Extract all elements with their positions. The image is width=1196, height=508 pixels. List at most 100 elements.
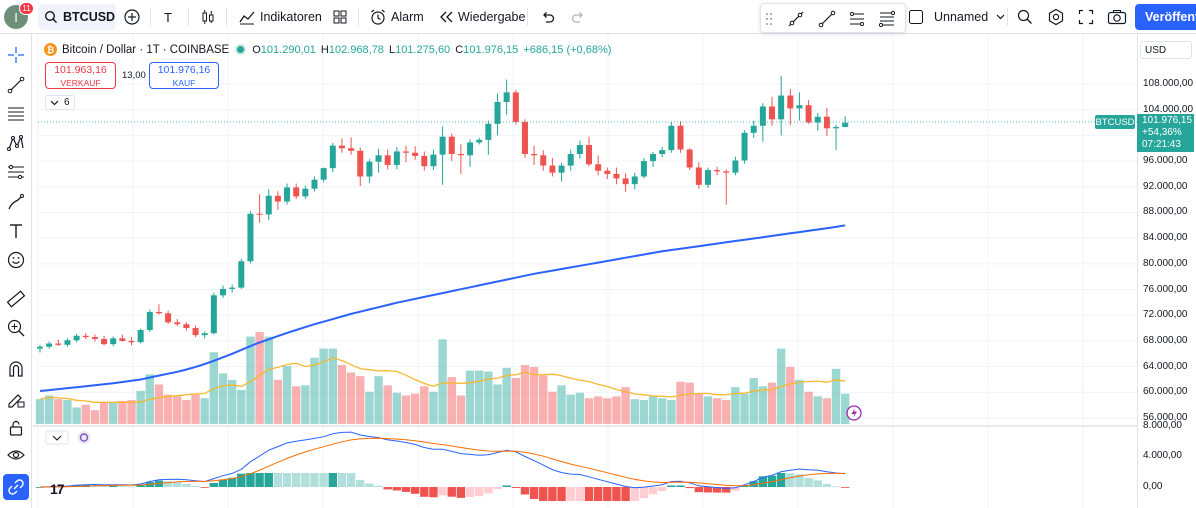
candle-body [183, 324, 190, 329]
osc-refresh-icon[interactable] [77, 431, 91, 444]
alert-button[interactable]: Alarm [369, 4, 424, 30]
layout-name-dropdown[interactable]: Unnamed [934, 4, 1005, 30]
price-chart[interactable] [0, 0, 1137, 508]
quick-search-button[interactable] [1016, 4, 1034, 30]
macd-bar [484, 487, 493, 494]
volume-bar [529, 366, 539, 424]
oscillator-tick: 8.000,00 [1143, 420, 1182, 431]
volume-bar [429, 391, 438, 424]
undo-button[interactable] [540, 4, 556, 30]
macd-bar [237, 473, 246, 487]
smiley-icon [7, 251, 25, 269]
emoji-tool[interactable] [3, 247, 29, 273]
volume-bar [731, 387, 740, 424]
volume-bar [584, 398, 594, 424]
candle-body [155, 312, 162, 314]
zoom-tool[interactable] [3, 315, 29, 341]
lock-drawings-tool[interactable] [3, 415, 29, 441]
measure-tool[interactable] [3, 286, 29, 312]
camera-icon [1107, 10, 1127, 25]
pattern-tool[interactable] [3, 130, 29, 156]
macd-bar [658, 487, 667, 492]
candle-body [73, 335, 80, 341]
candle-body [842, 122, 849, 128]
macd-bar [831, 486, 841, 488]
macd-bar [511, 487, 520, 488]
parallel-channel-icon[interactable] [847, 9, 867, 29]
signal-line [39, 437, 846, 488]
candle-body [750, 125, 757, 133]
volume-bar [694, 393, 703, 424]
replay-button[interactable]: Wiedergabe [437, 4, 525, 30]
volume-bar [99, 401, 109, 424]
redo-button[interactable] [570, 4, 586, 30]
legend-title[interactable]: Bitcoin / Dollar · 1T · COINBASE [62, 43, 230, 56]
crosshair-tool[interactable] [3, 42, 29, 68]
fullscreen-button[interactable] [1078, 4, 1094, 30]
trend-line-tool[interactable] [3, 72, 29, 98]
tradingview-logo[interactable]: 17 [50, 481, 65, 497]
buy-button[interactable]: 101.976,16 KAUF [149, 62, 219, 89]
bar-countdown: 07:21:43 [1142, 139, 1181, 150]
hide-drawings-tool[interactable] [3, 442, 29, 468]
candle-body [723, 171, 730, 173]
link-tool[interactable] [3, 474, 29, 500]
currency-label: USD [1145, 44, 1167, 56]
layout-checkbox[interactable] [908, 4, 924, 30]
candle-body [430, 154, 437, 167]
compare-button[interactable] [123, 4, 141, 30]
symbol-search[interactable]: BTCUSD [38, 4, 116, 30]
sell-button[interactable]: 101.963,16 VERKAUF [45, 62, 116, 89]
snapshot-button[interactable] [1107, 4, 1127, 30]
price-tick: 76.000,00 [1143, 283, 1188, 295]
fib-retracement-icon[interactable] [877, 9, 897, 29]
candle-body [366, 161, 373, 177]
macd-bar [420, 487, 429, 497]
price-axis[interactable] [1137, 34, 1196, 508]
price-tick: 64.000,00 [1143, 360, 1188, 372]
macd-bar [136, 485, 145, 487]
macd-bar [301, 473, 310, 487]
brush-icon [8, 194, 24, 210]
drag-handle-icon[interactable] [765, 11, 773, 27]
candle-body [512, 92, 519, 122]
high-key: H [320, 43, 329, 56]
indicators-collapse-button[interactable]: 6 [45, 95, 75, 110]
candle-body [631, 176, 638, 185]
indicators-button[interactable]: Indikatoren [238, 4, 322, 30]
link-icon [8, 479, 24, 495]
volume-bar [218, 373, 228, 424]
layouts-button[interactable] [332, 4, 348, 30]
candle-body [814, 116, 821, 123]
stay-drawing-tool[interactable] [3, 386, 29, 412]
publish-button[interactable]: Veröffentl [1135, 4, 1196, 30]
lightning-badge[interactable] [846, 405, 862, 421]
osc-collapse-button[interactable] [45, 430, 69, 445]
interval-icon: T [164, 9, 172, 25]
toolbar-divider [188, 8, 189, 26]
volume-bar [658, 398, 667, 424]
macd-bar [173, 482, 182, 487]
volume-bar [292, 386, 301, 424]
indicators-icon [239, 11, 255, 25]
currency-selector[interactable]: USD [1140, 41, 1192, 59]
trend-line-icon[interactable] [817, 9, 837, 29]
text-tool[interactable] [3, 218, 29, 244]
chart-type-button[interactable] [200, 4, 216, 30]
candle-body [650, 154, 657, 162]
ray-icon[interactable] [786, 9, 806, 29]
chart-legend: ₿ Bitcoin / Dollar · 1T · COINBASE O101.… [44, 43, 613, 56]
candle-body [192, 328, 199, 336]
macd-bar [566, 487, 575, 501]
fib-tool[interactable] [3, 101, 29, 127]
brush-tool[interactable] [3, 189, 29, 215]
magnet-tool[interactable] [3, 356, 29, 382]
volume-bar [401, 395, 411, 424]
forecast-tool[interactable] [3, 159, 29, 185]
price-tick: 72.000,00 [1143, 309, 1188, 321]
volume-bar [475, 370, 484, 424]
price-tick: 68.000,00 [1143, 334, 1188, 346]
candle-body [732, 160, 739, 173]
settings-button[interactable] [1047, 4, 1065, 30]
interval-button[interactable]: T [164, 4, 172, 30]
